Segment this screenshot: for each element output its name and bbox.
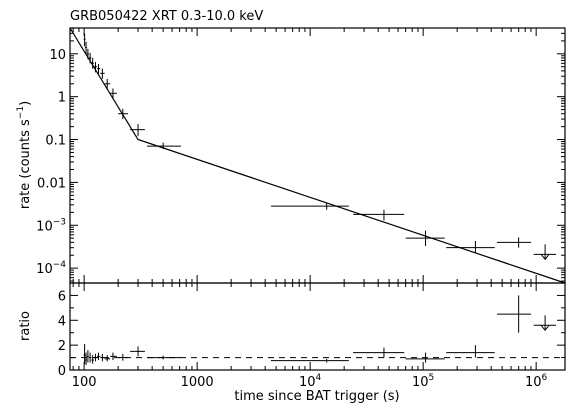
rate-data-point (110, 88, 117, 99)
rate-axis-label: rate (counts s−1) (16, 101, 33, 209)
ratio-data-point (86, 350, 89, 363)
rate-data-point (496, 237, 531, 248)
rate-data-point (93, 61, 97, 73)
ratio-data-point (110, 352, 117, 361)
x-tick-label-base: 10 (525, 375, 542, 390)
ratio-axis-label: ratio (18, 311, 33, 341)
rate-axis-label-close: ) (18, 101, 33, 106)
rate-data-point (85, 41, 87, 54)
rate-data-point (446, 240, 495, 254)
upper-limit-arrow (540, 254, 550, 261)
ratio-data-point (496, 295, 531, 333)
rate-data-point (405, 230, 445, 246)
rate-data-point (83, 33, 86, 47)
x-tick-label-base: 1000 (181, 375, 214, 390)
ratio-data-point (270, 358, 349, 363)
rate-y-tick-label-base: 10 (49, 48, 66, 63)
rate-data-point (118, 108, 129, 120)
rate-y-tick-label-base: 1 (58, 91, 66, 106)
ratio-y-tick-label-base: 0 (58, 364, 66, 379)
rate-data-point (100, 68, 105, 79)
x-tick-label-base: 100 (72, 375, 97, 390)
x-tick-label: 106 (525, 373, 548, 390)
x-tick-label: 104 (299, 373, 322, 390)
ratio-data-point (91, 355, 94, 364)
rate-axis-label-exponent: −1 (16, 106, 26, 119)
rate-data-point (88, 52, 92, 64)
rate-data-point (533, 244, 557, 261)
rate-y-tick-label-base: 0.01 (37, 176, 66, 191)
ratio-data-point (83, 343, 86, 364)
rate-y-tick-label: 0.01 (37, 176, 66, 191)
rate-y-tick-label: 10−3 (36, 217, 66, 234)
rate-y-tick-label: 0.1 (45, 134, 66, 149)
x-tick-label-base: 10 (299, 375, 316, 390)
ratio-data-point (533, 315, 557, 332)
ratio-data-point (100, 353, 105, 362)
ratio-y-tick-label: 0 (58, 364, 66, 379)
ratio-y-tick-label: 4 (58, 314, 66, 329)
model-curve (69, 27, 566, 284)
x-tick-label-exponent: 5 (429, 373, 435, 383)
ratio-panel-frame (69, 282, 566, 371)
rate-y-tick-label-base: 10 (36, 219, 53, 234)
upper-limit-arrow (540, 324, 550, 332)
ratio-data-point (104, 355, 111, 362)
ratio-data-point (93, 353, 97, 362)
rate-y-tick-label-base: 0.1 (45, 134, 66, 149)
x-tick-label-base: 10 (412, 375, 429, 390)
rate-y-tick-label: 10−4 (36, 260, 66, 277)
rate-y-tick-label: 1 (58, 91, 66, 106)
x-axis-label: time since BAT trigger (s) (234, 389, 399, 404)
ratio-data-point (146, 355, 182, 360)
rate-y-tick-label-base: 10 (36, 262, 53, 277)
rate-y-tick-label: 10 (49, 48, 66, 63)
rate-panel-frame (69, 27, 566, 284)
ratio-y-tick-label: 6 (58, 289, 66, 304)
rate-y-tick-label-exponent: −4 (53, 260, 67, 270)
rate-data-point (146, 142, 182, 150)
ratio-y-tick-label-base: 2 (58, 339, 66, 354)
x-tick-label-exponent: 4 (316, 373, 322, 383)
chart-title: GRB050422 XRT 0.3-10.0 keV (70, 9, 263, 24)
rate-data-point (91, 57, 94, 69)
ratio-data-point (118, 353, 129, 361)
ratio-data-point (85, 352, 87, 366)
rate-y-tick-label-exponent: −3 (53, 217, 66, 227)
rate-data-point (96, 63, 101, 74)
ratio-panel: 0 2 4 6 ratio (18, 282, 566, 379)
rate-axis-label-main: rate (counts s (18, 119, 33, 209)
rate-data-point (104, 78, 111, 90)
rate-data-point (270, 203, 349, 210)
rate-data-point (353, 209, 405, 221)
rate-data-point (130, 124, 145, 137)
ratio-data-point (446, 345, 495, 358)
rate-data-point (86, 48, 89, 60)
ratio-y-tick-label: 2 (58, 339, 66, 354)
x-tick-label: 1000 (181, 375, 214, 390)
ratio-data-point (405, 352, 445, 363)
x-tick-label: 100 (72, 375, 97, 390)
ratio-data-point (130, 346, 145, 357)
ratio-data-point (353, 347, 405, 358)
x-tick-label-exponent: 6 (542, 373, 548, 383)
ratio-data-point (96, 352, 101, 361)
ratio-data-point (88, 352, 92, 363)
x-tick-label: 105 (412, 373, 434, 390)
ratio-y-tick-label-base: 4 (58, 314, 66, 329)
ratio-y-tick-label-base: 6 (58, 289, 66, 304)
